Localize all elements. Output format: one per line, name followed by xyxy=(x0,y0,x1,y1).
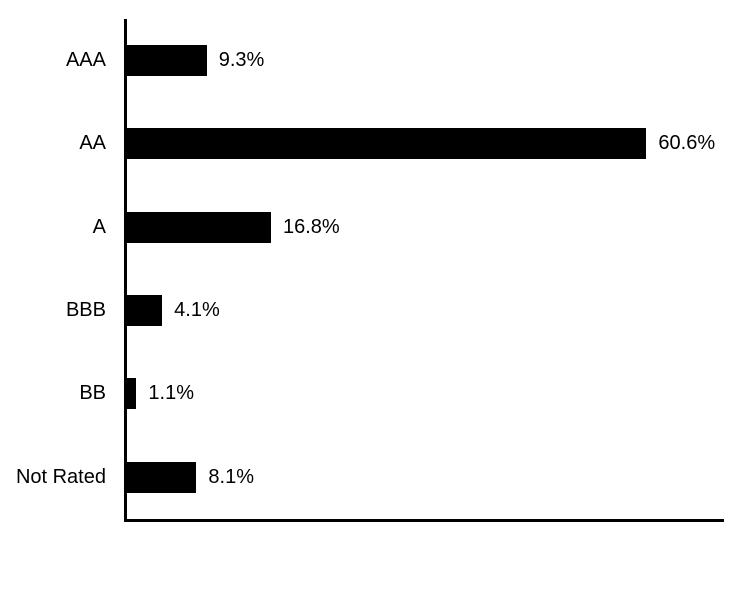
x-axis-line xyxy=(124,519,724,522)
bar xyxy=(127,461,197,493)
category-label: AAA xyxy=(65,49,106,72)
value-label: 8.1% xyxy=(208,465,255,488)
category-label: AA xyxy=(79,132,106,155)
bar-cell: 8.1% xyxy=(124,435,724,519)
bar-row: BBB 4.1% xyxy=(0,268,724,353)
category-label: BB xyxy=(79,382,106,405)
value-label: 9.3% xyxy=(218,49,265,72)
value-label: 16.8% xyxy=(283,215,340,238)
value-label: 1.1% xyxy=(148,382,195,405)
bar-cell: 16.8% xyxy=(124,185,724,269)
category-label: BBB xyxy=(65,299,106,322)
bar-cell: 9.3% xyxy=(124,19,724,103)
plot-area: AAA 9.3% AA 60.6% A 16.8% BBB 4.1% BB 1.1% Not Rat… xyxy=(0,19,724,522)
bar-cell: 60.6% xyxy=(124,102,724,186)
bar-cell: 4.1% xyxy=(124,268,724,353)
bar-row: AAA 9.3% xyxy=(0,19,724,103)
bar xyxy=(127,211,271,243)
bar-row: BB 1.1% xyxy=(0,352,724,436)
bar xyxy=(127,378,137,410)
bar-row: Not Rated 8.1% xyxy=(0,435,724,519)
bar xyxy=(127,128,647,160)
category-label: Not Rated xyxy=(15,465,106,488)
bar-row: AA 60.6% xyxy=(0,102,724,186)
bar-row: A 16.8% xyxy=(0,185,724,269)
bar xyxy=(127,295,163,327)
value-label: 60.6% xyxy=(658,132,716,155)
value-label: 4.1% xyxy=(174,299,220,322)
category-label: A xyxy=(92,215,106,238)
bar xyxy=(127,45,207,77)
bar-cell: 1.1% xyxy=(124,352,724,436)
